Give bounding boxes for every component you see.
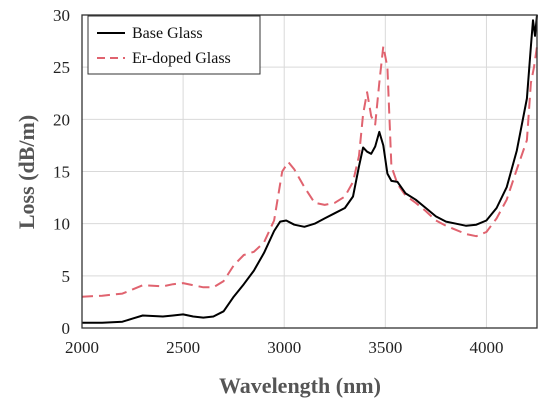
- x-tick-label: 3500: [368, 338, 402, 357]
- y-tick-label: 0: [62, 319, 71, 338]
- x-tick-label: 2000: [65, 338, 99, 357]
- legend-label-base-glass: Base Glass: [132, 25, 203, 42]
- plot-area-frame: [81, 14, 538, 329]
- y-tick-label: 30: [53, 6, 70, 25]
- x-tick-label: 2500: [166, 338, 200, 357]
- x-axis-title: Wavelength (nm): [219, 373, 381, 398]
- y-tick-label: 20: [53, 110, 70, 129]
- x-tick-label: 3000: [267, 338, 301, 357]
- series-line-base-glass: [82, 14, 538, 324]
- legend-label-er-doped-glass: Er-doped Glass: [132, 50, 231, 67]
- legend-box: [87, 15, 261, 75]
- x-tick-label: 4000: [469, 338, 503, 357]
- y-tick-label: 15: [53, 163, 70, 182]
- y-tick-label: 25: [53, 58, 70, 77]
- y-tick-label: 5: [62, 267, 71, 286]
- legend: Base Glass Er-doped Glass: [87, 15, 261, 75]
- x-tick-labels: 2000 2500 3000 3500 4000: [65, 338, 503, 357]
- y-axis-title: Loss (dB/m): [14, 115, 39, 229]
- y-tick-labels: 0 5 10 15 20 25 30: [53, 6, 70, 338]
- series-line-er-doped-glass: [81, 45, 538, 298]
- series-layer: [81, 14, 538, 324]
- y-tick-label: 10: [53, 215, 70, 234]
